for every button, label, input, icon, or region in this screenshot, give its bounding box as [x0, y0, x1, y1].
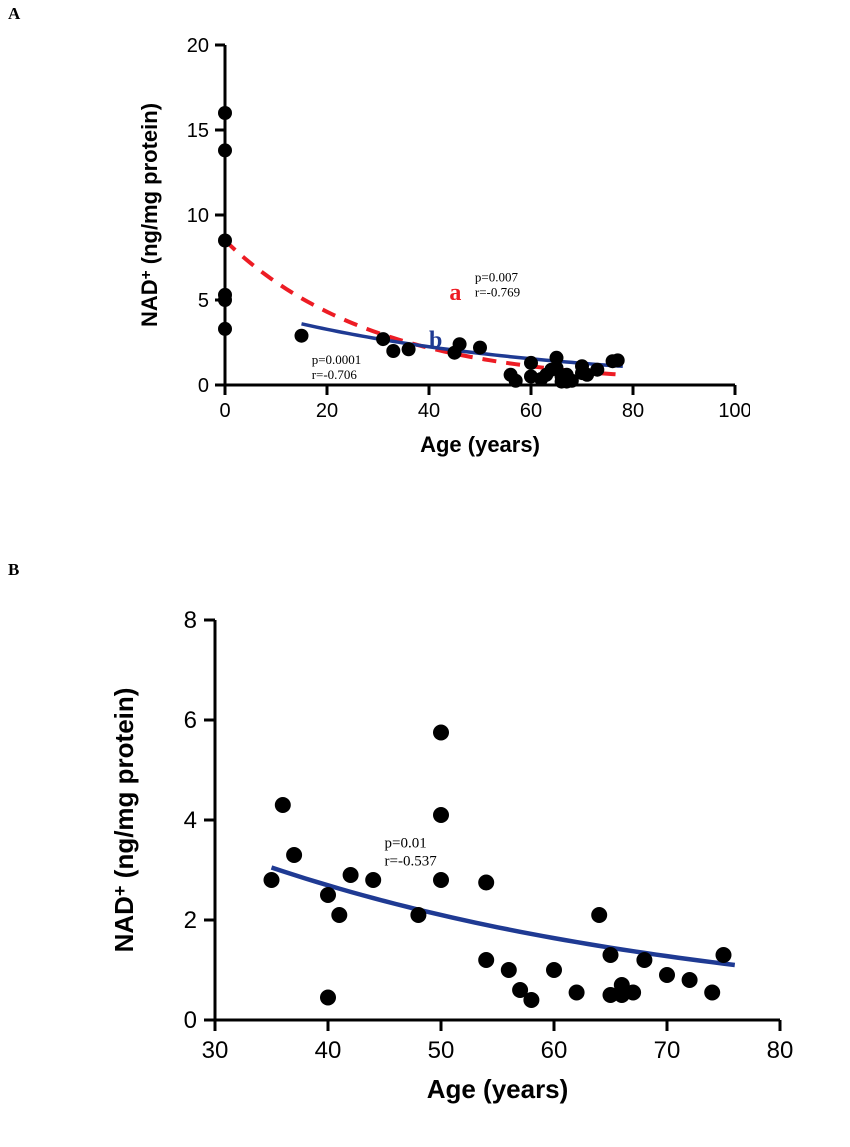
- data-point: [286, 847, 302, 863]
- data-point: [218, 234, 232, 248]
- data-point: [501, 962, 517, 978]
- x-tick-label: 80: [622, 400, 644, 422]
- data-point: [365, 872, 381, 888]
- data-point: [410, 907, 426, 923]
- curve-a-label: a: [449, 280, 461, 306]
- panel-b-chart: 30 40 50 60 70 80 0 2 4 6 8 Age (years) NAD+ (ng/mg …: [100, 600, 800, 1120]
- data-point: [478, 952, 494, 968]
- y-tick-label: 4: [184, 807, 197, 834]
- x-tick-label: 50: [428, 1037, 455, 1064]
- data-point: [659, 967, 675, 983]
- panel-b-svg: 30 40 50 60 70 80 0 2 4 6 8 Age (years) NAD+ (ng/mg …: [100, 600, 800, 1120]
- curve-stat-p: p=0.01: [385, 836, 427, 852]
- data-point: [343, 867, 359, 883]
- data-point: [473, 341, 487, 355]
- fit-curve-a: [225, 241, 623, 375]
- x-axis-title: Age (years): [420, 432, 540, 457]
- y-tick-label: 5: [198, 290, 209, 312]
- data-point: [218, 288, 232, 302]
- figure-page: A 02040608010005101520Age (years)NAD+ (n…: [0, 0, 850, 1147]
- data-point: [704, 985, 720, 1001]
- y-tick-label: 0: [184, 1007, 197, 1034]
- data-point: [386, 344, 400, 358]
- x-tick-label: 60: [520, 400, 542, 422]
- panel-a-label: A: [8, 4, 20, 24]
- y-tick-label: 10: [187, 205, 209, 227]
- data-point: [433, 872, 449, 888]
- data-point: [218, 322, 232, 336]
- curve-a-stat-r: r=-0.769: [475, 284, 520, 299]
- panel-a-svg: 0 20 40 60 80 100 0 5 10 15 20 Age (years) NAD+ (ng/…: [130, 30, 750, 470]
- data-point: [218, 143, 232, 157]
- data-point: [569, 985, 585, 1001]
- y-tick-label: 8: [184, 607, 197, 634]
- x-tick-label: 60: [541, 1037, 568, 1064]
- y-tick-label: 20: [187, 35, 209, 57]
- data-point: [523, 992, 539, 1008]
- data-point: [402, 342, 416, 356]
- x-tick-label: 40: [418, 400, 440, 422]
- x-tick-label: 30: [202, 1037, 229, 1064]
- data-point: [524, 356, 538, 370]
- y-axis-title: NAD+ (ng/mg protein): [137, 103, 162, 327]
- data-point: [295, 329, 309, 343]
- data-point: [716, 947, 732, 963]
- data-point: [275, 797, 291, 813]
- y-tick-label: 15: [187, 120, 209, 142]
- data-point: [546, 962, 562, 978]
- x-tick-label: 40: [315, 1037, 342, 1064]
- data-point: [264, 872, 280, 888]
- data-point: [320, 887, 336, 903]
- curve-b-stat-r: r=-0.706: [312, 367, 358, 382]
- y-tick-label: 6: [184, 707, 197, 734]
- data-point: [591, 907, 607, 923]
- curve-a-stat-p: p=0.007: [475, 269, 519, 284]
- curve-b-stat-p: p=0.0001: [312, 352, 362, 367]
- curve-stat-r: r=-0.537: [385, 854, 438, 870]
- data-point: [433, 807, 449, 823]
- data-point: [611, 353, 625, 367]
- data-point: [625, 985, 641, 1001]
- y-tick-label: 0: [198, 375, 209, 397]
- y-axis-title: NAD+ (ng/mg protein): [109, 688, 139, 953]
- x-axis-title: Age (years): [427, 1074, 569, 1104]
- data-point: [590, 363, 604, 377]
- data-point: [509, 374, 523, 388]
- x-tick-label: 20: [316, 400, 338, 422]
- data-point: [331, 907, 347, 923]
- x-tick-label: 100: [718, 400, 750, 422]
- panel-a-chart: 0 20 40 60 80 100 0 5 10 15 20 Age (years) NAD+ (ng/…: [130, 30, 750, 470]
- data-point: [453, 337, 467, 351]
- data-point: [433, 725, 449, 741]
- x-tick-label: 0: [219, 400, 230, 422]
- panel-b-label: B: [8, 560, 19, 580]
- data-point: [320, 990, 336, 1006]
- curve-b-label: b: [429, 328, 442, 354]
- y-tick-label: 2: [184, 907, 197, 934]
- x-tick-label: 80: [767, 1037, 794, 1064]
- data-point: [636, 952, 652, 968]
- data-point: [478, 875, 494, 891]
- data-point: [376, 332, 390, 346]
- data-point: [550, 351, 564, 365]
- x-tick-label: 70: [654, 1037, 681, 1064]
- data-point: [603, 947, 619, 963]
- data-point: [682, 972, 698, 988]
- data-point: [218, 106, 232, 120]
